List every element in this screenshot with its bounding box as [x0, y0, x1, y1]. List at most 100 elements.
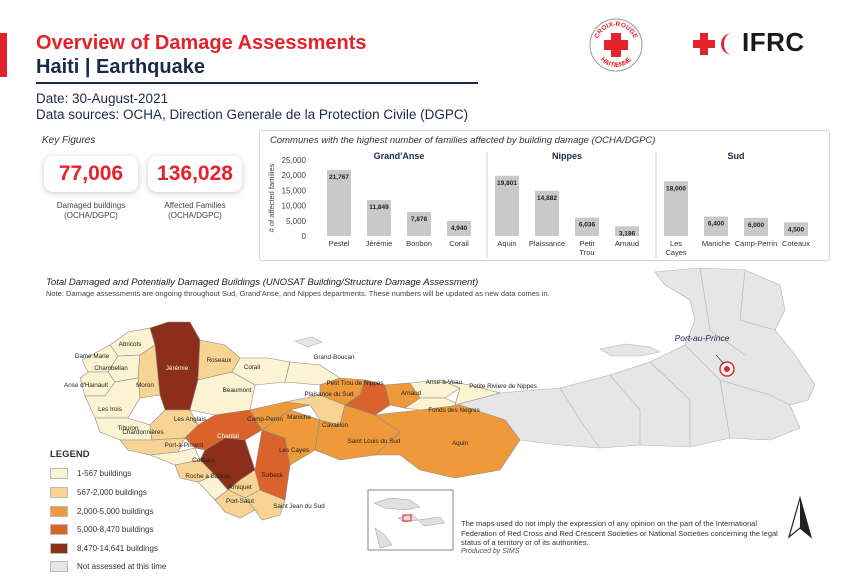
label-port-a-piment: Port-à-Piment: [165, 442, 204, 449]
damaged-buildings-value: 77,006: [44, 156, 138, 192]
x-tick-label: Plaissance: [529, 239, 565, 248]
cayemites-island: [294, 336, 323, 348]
y-tick-label: 5,000: [286, 217, 307, 226]
group-label: Grand'Anse: [374, 151, 425, 161]
inset-locator-map: [367, 489, 454, 551]
y-tick-label: 25,000: [282, 156, 307, 165]
bar-value-label: 3,186: [619, 230, 636, 237]
bar-value-label: 6,400: [708, 221, 725, 228]
commune-port-a-piment: [149, 447, 201, 466]
label-roseaux: Roseaux: [207, 357, 233, 364]
bar: [535, 190, 559, 236]
capital-label: Port-au-Prince: [675, 333, 730, 343]
north-arrow-icon: [787, 495, 813, 539]
label-saint-louis-du-sud: Saint Louis du Sud: [348, 438, 401, 445]
legend-item: 2,000-5,000 buildings: [50, 506, 154, 517]
damaged-buildings-label: Damaged buildings (OCHA/DGPC): [56, 201, 126, 220]
label-corail: Corail: [244, 364, 260, 371]
unassessed-region: [453, 267, 816, 449]
page-subtitle: Haiti | Earthquake: [36, 56, 205, 78]
x-tick-label: Arnaud: [615, 239, 639, 248]
bar: [744, 217, 768, 236]
report-date: Date: 30-August-2021: [36, 91, 169, 106]
label-les-cayes: Les Cayes: [279, 447, 309, 454]
label-camp-perrin: Camp-Perrin: [247, 416, 283, 423]
commune-maniche: [249, 401, 311, 431]
legend-title: LEGEND: [50, 449, 90, 460]
bar: [704, 216, 728, 236]
bar-value-label: 4,940: [451, 225, 468, 232]
commune-petite-riviere-de-nippes: [439, 379, 502, 406]
label-plaisance-du-sud: Plaisance du Sud: [304, 391, 354, 398]
legend-item: 567-2,000 buildings: [50, 487, 147, 498]
label-les-anglais: Les Anglais: [174, 416, 206, 423]
title-accent-bar: [0, 33, 7, 77]
bar-value-label: 7,878: [411, 216, 428, 223]
bar: [784, 222, 808, 236]
x-tick-label: Jérémie: [366, 239, 393, 248]
label-chantal: Chantal: [217, 433, 239, 440]
title-divider: [36, 82, 478, 84]
y-tick-label: 0: [302, 232, 307, 241]
label-les-irois: Les Irois: [98, 406, 122, 413]
key-figures-title: Key Figures: [42, 135, 96, 146]
commune-anse-a-veau: [409, 379, 461, 399]
x-tick-label: Corail: [449, 239, 469, 248]
commune-camp-perrin-west: [184, 409, 263, 451]
label-maniche: Maniche: [287, 414, 311, 421]
chart-panel: [259, 130, 830, 261]
label-chardonnieres: Chardonnières: [122, 429, 163, 436]
legend-item: 5,000-8,470 buildings: [50, 524, 154, 535]
ifrc-emblem-icon: [693, 33, 732, 55]
label-roche-a-bateau: Roche a Bateau: [185, 473, 231, 480]
damage-map-title: Total Damaged and Potentially Damaged Bu…: [46, 277, 479, 288]
commune-torbeck: [254, 429, 291, 501]
haiti-damage-map: Port-au-Prince Abricots Dame Marie Chamb…: [64, 267, 816, 551]
bar-value-label: 4,500: [788, 226, 805, 233]
label-torbeck: Torbeck: [261, 472, 284, 479]
chart-title: Communes with the highest number of fami…: [270, 135, 656, 146]
label-petit-trou: Petit Trou de Nippes: [326, 380, 383, 387]
bar-value-label: 21,767: [329, 174, 349, 181]
bar-value-label: 6,000: [748, 222, 765, 229]
produced-by: Produced by SIMS: [461, 548, 520, 555]
label-arniquet: Arniquet: [228, 484, 252, 491]
label-tiburon: Tiburon: [117, 425, 139, 432]
bar: [407, 212, 431, 236]
label-anse-a-veau: Anse-à-Veau: [426, 379, 463, 386]
label-fonds-des-negres: Fonds des Negres: [428, 407, 479, 414]
label-petite-riviere: Petite Riviere de Nippes: [469, 383, 537, 390]
label-coteaux: Coteaux: [192, 457, 216, 464]
label-cavaillon: Cavaillon: [322, 422, 348, 429]
y-tick-label: 20,000: [282, 171, 307, 180]
affected-families-label: Affected Families (OCHA/DGPC): [164, 201, 226, 220]
bar: [615, 226, 639, 236]
group-label: Nippes: [552, 151, 582, 161]
label-moron: Moron: [136, 382, 154, 389]
x-tick-label-line2: Cayes: [665, 248, 687, 257]
label-aquin: Aquin: [452, 440, 469, 447]
damage-map-note: Note: Damage assessments are ongoing thr…: [46, 289, 550, 298]
label-chambellan: Chambellan: [94, 365, 128, 372]
page-title: Overview of Damage Assessments: [36, 32, 367, 54]
bar-value-label: 19,801: [497, 180, 517, 187]
x-tick-label: Maniche: [702, 239, 730, 248]
legend-item: Not assessed at this time: [50, 561, 166, 572]
data-sources: Data sources: OCHA, Direction Generale d…: [36, 107, 469, 122]
label-arnaud: Arnaud: [401, 390, 422, 397]
bar: [495, 175, 519, 236]
legend-item: 1-567 buildings: [50, 468, 131, 479]
bar-value-label: 18,000: [666, 185, 686, 192]
bar-value-label: 11,849: [369, 204, 389, 211]
affected-families-value: 136,028: [148, 156, 242, 192]
bar: [447, 220, 471, 236]
y-tick-label: 10,000: [282, 202, 307, 211]
commune-fonds-des-negres: [404, 397, 462, 411]
group-label: Sud: [728, 151, 745, 161]
gonave-island: [599, 343, 661, 357]
label-abricots: Abricots: [119, 341, 142, 348]
x-tick-label: Aquin: [497, 239, 516, 248]
bar-value-label: 6,036: [579, 222, 596, 229]
bar: [664, 181, 688, 236]
x-tick-label: Camp-Perrin: [735, 239, 778, 248]
